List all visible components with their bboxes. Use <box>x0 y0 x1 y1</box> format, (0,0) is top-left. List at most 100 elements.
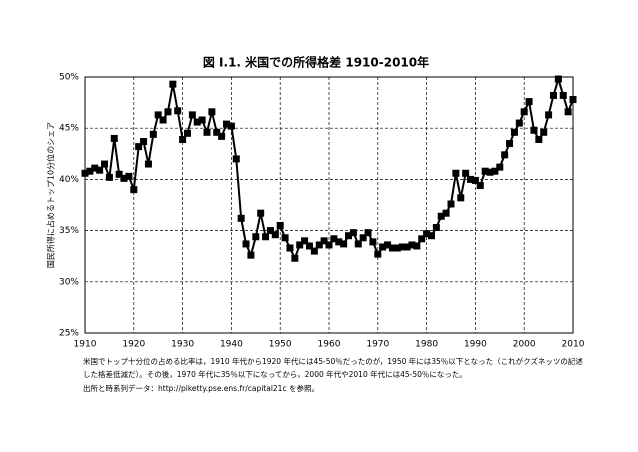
data-point <box>427 232 435 240</box>
data-point <box>188 111 196 119</box>
data-point <box>384 241 392 249</box>
data-point <box>262 233 270 241</box>
y-tick-label: 30% <box>59 277 79 287</box>
data-point <box>325 241 333 249</box>
data-point <box>252 233 260 241</box>
caption-line: した格差低減だ）。その後，1970 年代に35％以下になってから，2000 年代… <box>83 369 467 379</box>
y-tick-label: 50% <box>59 73 79 83</box>
data-point <box>86 167 94 175</box>
data-point <box>408 241 416 249</box>
data-point <box>91 164 99 172</box>
data-point <box>247 251 255 259</box>
data-point <box>125 172 133 180</box>
data-point <box>198 116 206 124</box>
x-tick-label: 1920 <box>122 340 145 350</box>
data-point <box>349 229 357 237</box>
data-point <box>208 108 216 116</box>
data-point <box>110 134 118 142</box>
data-point <box>354 240 362 248</box>
data-point <box>310 247 318 255</box>
data-point <box>276 221 284 229</box>
data-point <box>569 96 577 104</box>
data-point <box>423 230 431 238</box>
data-point <box>549 91 557 99</box>
data-point <box>266 227 274 235</box>
data-point <box>345 232 353 240</box>
data-point <box>432 224 440 232</box>
data-point <box>359 234 367 242</box>
x-tick-label: 1980 <box>415 340 438 350</box>
x-tick-label: 1940 <box>220 340 243 350</box>
data-point <box>203 128 211 136</box>
data-point <box>330 235 338 243</box>
data-point <box>471 176 479 184</box>
x-tick-label: 1970 <box>366 340 389 350</box>
data-point <box>174 107 182 115</box>
data-point <box>135 143 143 151</box>
y-tick-label: 40% <box>59 175 79 185</box>
data-point <box>515 119 523 127</box>
data-point <box>476 182 484 190</box>
data-point <box>144 160 152 168</box>
data-point <box>320 237 328 245</box>
data-point <box>159 116 167 124</box>
data-point <box>340 240 348 248</box>
caption-line: 米国でトップ十分位の占める比率は，1910 年代から1920 年代には45-50… <box>83 356 583 366</box>
data-point <box>437 212 445 220</box>
data-point <box>232 155 240 163</box>
data-point <box>183 129 191 137</box>
data-point <box>291 254 299 262</box>
data-point <box>242 240 250 248</box>
data-point <box>301 237 309 245</box>
data-point <box>388 244 396 252</box>
data-point <box>257 209 265 217</box>
data-point <box>403 243 411 251</box>
data-point <box>374 250 382 258</box>
data-point <box>462 169 470 177</box>
data-point <box>379 243 387 251</box>
x-tick-label: 1990 <box>464 340 487 350</box>
data-point <box>164 108 172 116</box>
data-point <box>237 214 245 222</box>
data-point <box>296 241 304 249</box>
y-tick-label: 35% <box>59 226 79 236</box>
data-point <box>96 166 104 174</box>
data-point <box>564 108 572 116</box>
data-point <box>510 128 518 136</box>
data-point <box>140 138 148 146</box>
y-tick-label: 45% <box>59 124 79 134</box>
data-point <box>413 242 421 250</box>
data-point <box>223 120 231 128</box>
data-point <box>491 167 499 175</box>
x-tick-label: 1960 <box>318 340 341 350</box>
data-point <box>559 91 567 99</box>
data-point <box>154 111 162 119</box>
data-point <box>286 244 294 252</box>
data-point <box>496 163 504 171</box>
data-point <box>442 209 450 217</box>
y-axis-label: 国民所得に占めるトップ10分位のシェア <box>46 122 56 268</box>
x-tick-label: 1910 <box>74 340 97 350</box>
data-point <box>535 135 543 143</box>
data-point <box>271 231 279 239</box>
plot-border <box>84 76 574 334</box>
data-point <box>501 151 509 159</box>
data-point <box>540 128 548 136</box>
data-point <box>520 108 528 116</box>
data-point <box>369 238 377 246</box>
y-tick-label: 25% <box>59 329 79 339</box>
data-point <box>506 140 514 148</box>
data-point <box>315 241 323 249</box>
data-point <box>364 229 372 237</box>
data-point <box>227 122 235 130</box>
data-point <box>105 173 113 181</box>
data-point <box>393 244 401 252</box>
data-point <box>281 234 289 242</box>
data-point <box>130 186 138 194</box>
x-tick-label: 1950 <box>269 340 292 350</box>
data-point <box>457 194 465 202</box>
x-tick-label: 2000 <box>513 340 536 350</box>
data-point <box>115 170 123 178</box>
x-tick-label: 1930 <box>171 340 194 350</box>
data-point <box>120 174 128 182</box>
